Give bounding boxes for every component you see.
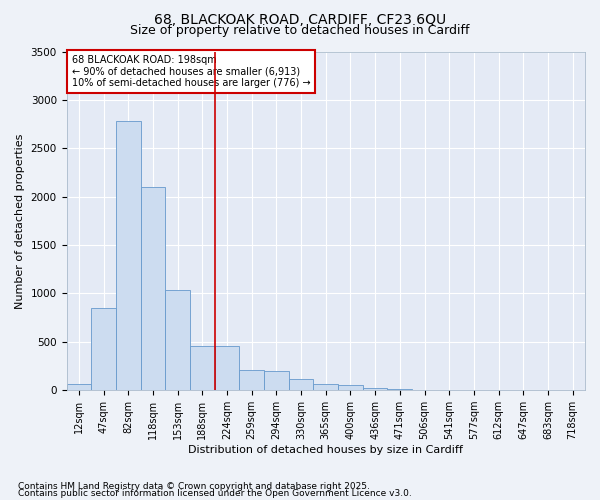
Bar (140, 187, 165, 390)
Text: 68, BLACKOAK ROAD, CARDIFF, CF23 6QU: 68, BLACKOAK ROAD, CARDIFF, CF23 6QU (154, 12, 446, 26)
Text: Size of property relative to detached houses in Cardiff: Size of property relative to detached ho… (130, 24, 470, 37)
Bar (91, 308, 116, 390)
Bar (264, 371, 289, 390)
Bar (313, 384, 338, 390)
Y-axis label: Number of detached properties: Number of detached properties (15, 133, 25, 308)
X-axis label: Distribution of detached houses by size in Cardiff: Distribution of detached houses by size … (188, 445, 463, 455)
Bar (363, 388, 388, 390)
Bar (190, 346, 215, 390)
Bar (239, 370, 264, 390)
Bar (67, 384, 91, 390)
Bar (165, 290, 190, 390)
Text: 68 BLACKOAK ROAD: 198sqm
← 90% of detached houses are smaller (6,913)
10% of sem: 68 BLACKOAK ROAD: 198sqm ← 90% of detach… (72, 55, 310, 88)
Bar (338, 386, 363, 390)
Bar (116, 121, 140, 390)
Bar (215, 346, 239, 390)
Bar (289, 378, 313, 390)
Text: Contains HM Land Registry data © Crown copyright and database right 2025.: Contains HM Land Registry data © Crown c… (18, 482, 370, 491)
Text: Contains public sector information licensed under the Open Government Licence v3: Contains public sector information licen… (18, 490, 412, 498)
Bar (388, 389, 412, 390)
